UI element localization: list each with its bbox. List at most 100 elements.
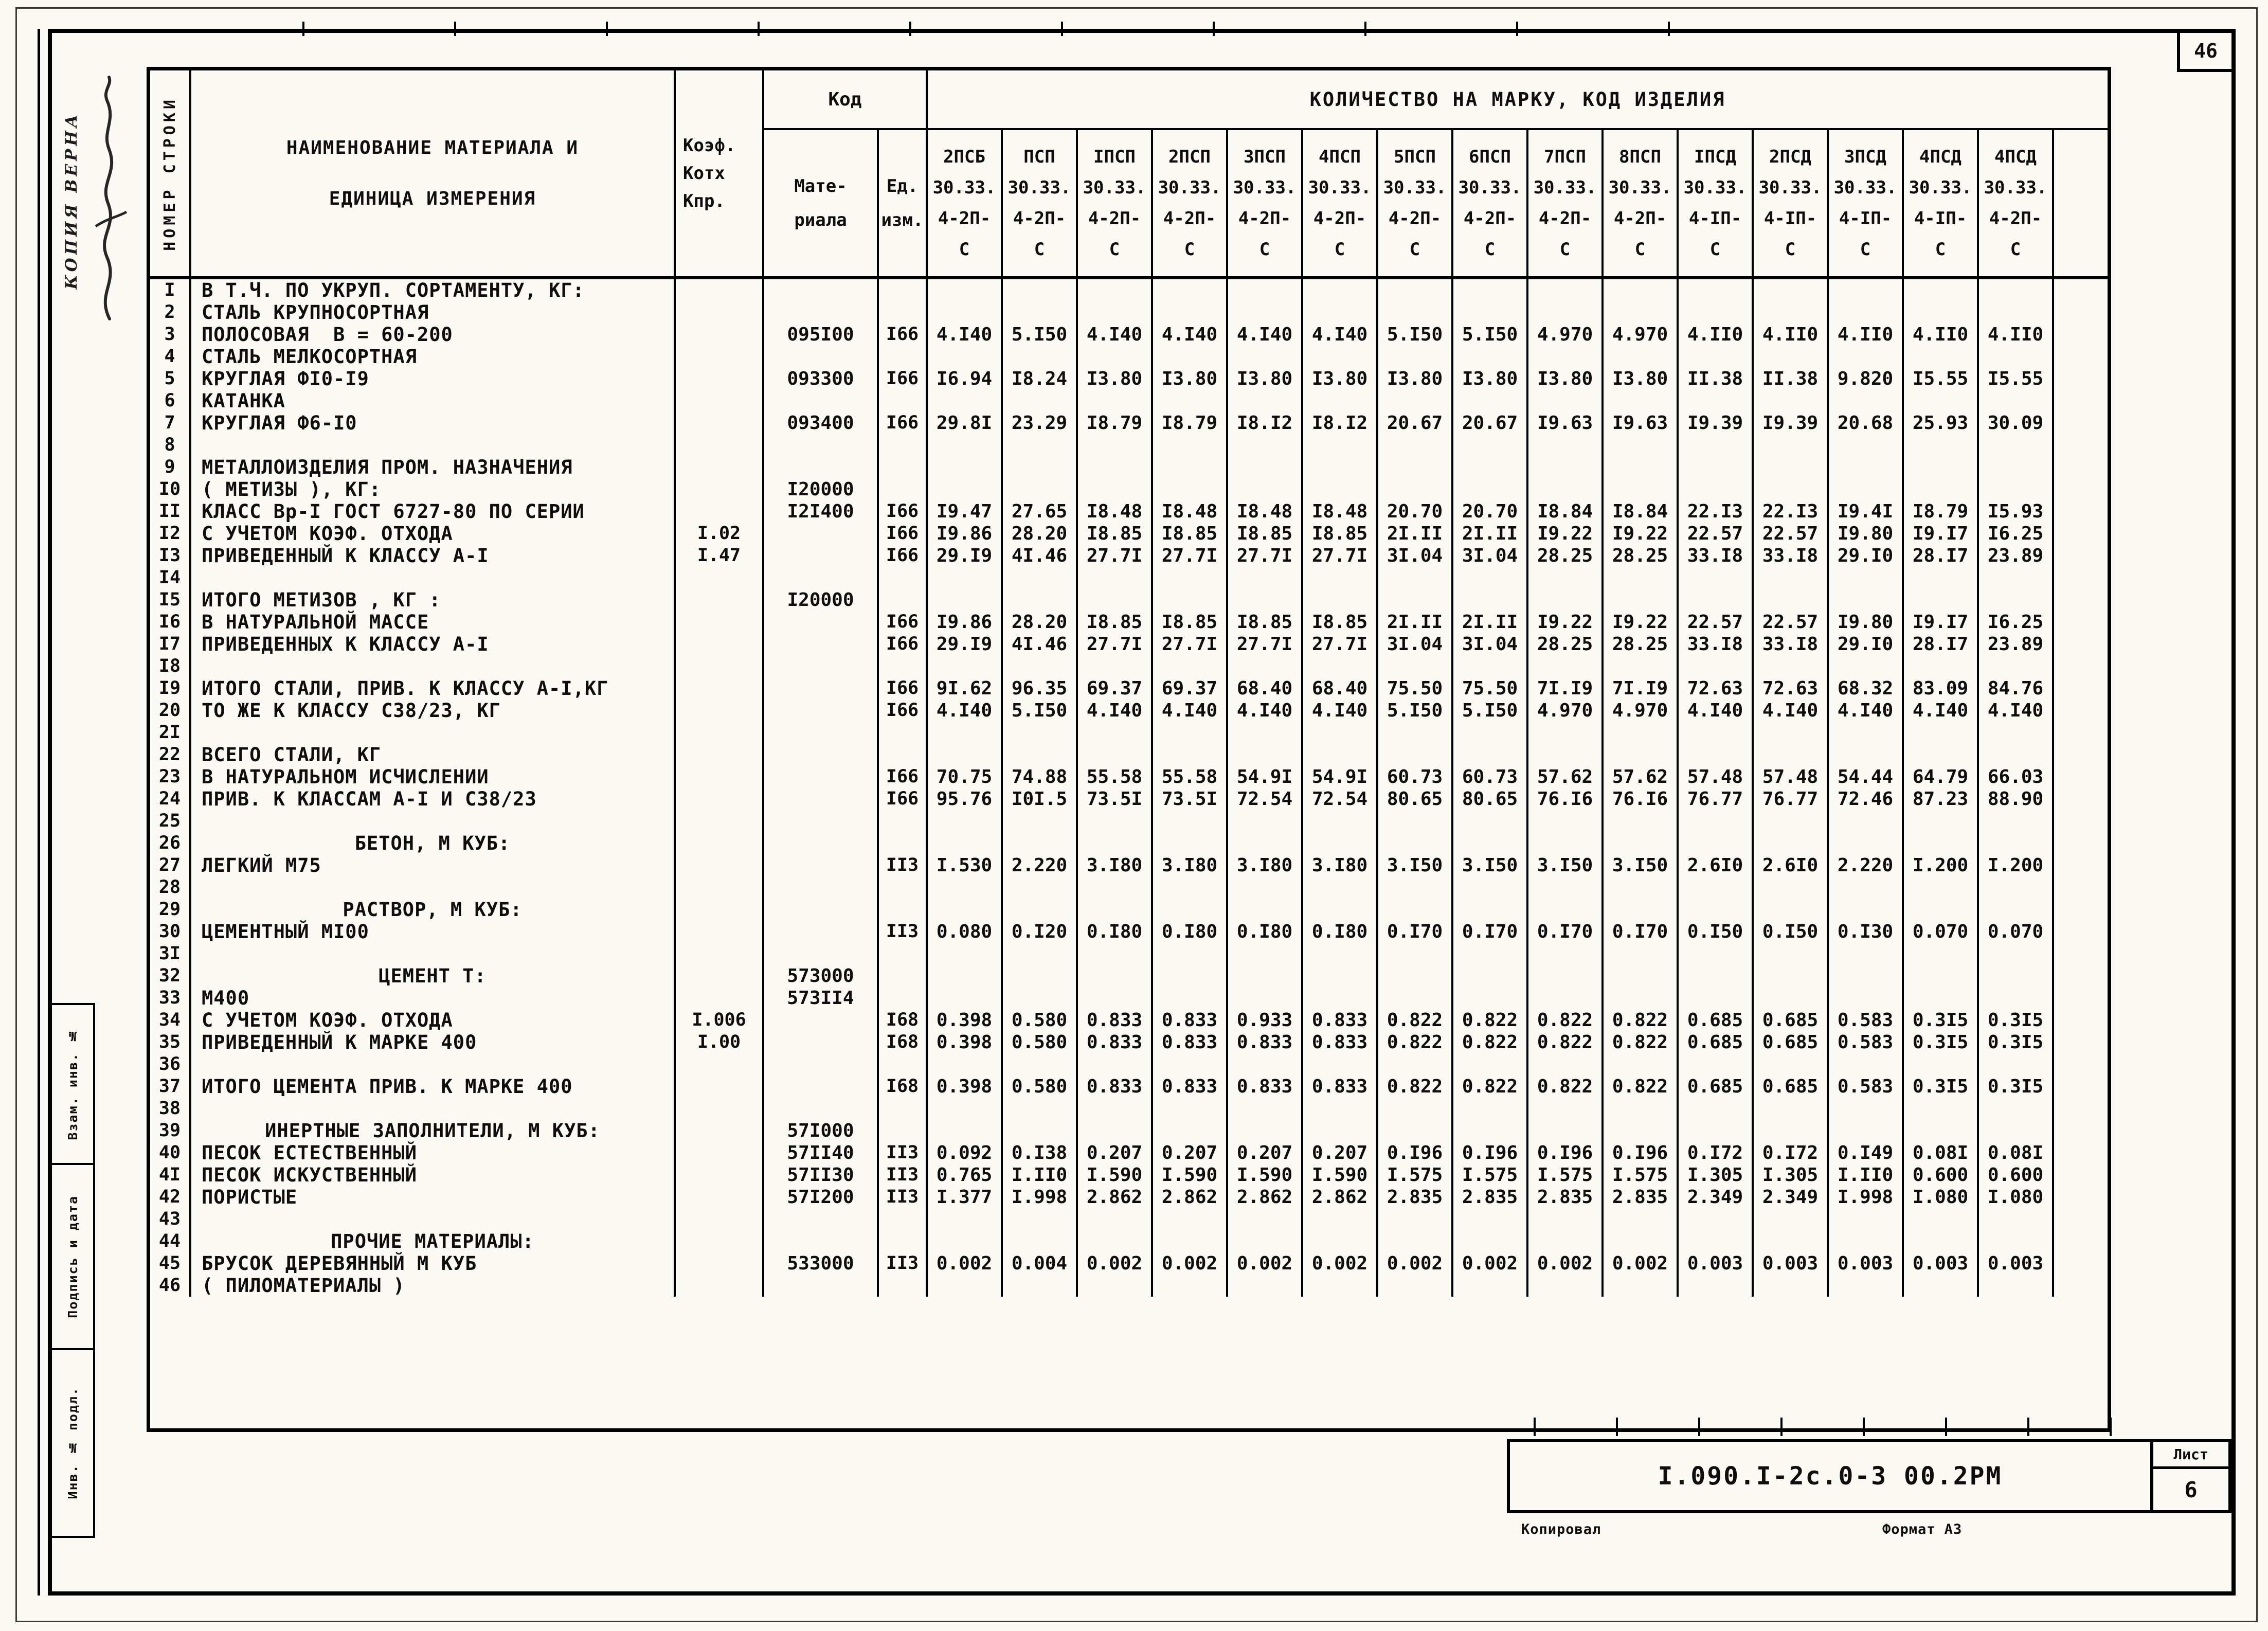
qty-value — [1977, 832, 2052, 854]
qty-value: I8.48 — [1226, 500, 1301, 523]
tail-empty-cell — [2052, 545, 2108, 567]
unit-value — [877, 655, 926, 677]
qty-value — [1601, 434, 1677, 456]
qty-value: I8.84 — [1526, 500, 1601, 523]
qty-value — [1076, 1098, 1151, 1120]
qty-value — [1076, 478, 1151, 500]
qty-value — [926, 390, 1001, 412]
material-name — [189, 1053, 674, 1076]
qty-value: 4I.46 — [1001, 633, 1076, 655]
unit-value — [877, 943, 926, 965]
margin-label: Подпись и дата — [65, 1195, 80, 1318]
table-row: 26 БЕТОН, М КУБ: — [150, 832, 2108, 854]
qty-value — [1677, 346, 1752, 368]
tail-empty-cell — [2052, 434, 2108, 456]
unit-value: I68 — [877, 1076, 926, 1098]
row-number: 37 — [158, 1076, 181, 1097]
tail-empty-cell — [2052, 677, 2108, 700]
material-name: В НАТУРАЛЬНОМ ИСЧИСЛЕНИИ — [189, 766, 674, 788]
table-row: 3 ПОЛОСОВАЯ В = 60-200 095I00 I66 4.I40 5.I50… — [150, 324, 2108, 346]
qty-value: 28.I7 — [1902, 545, 1977, 567]
qty-value: I9.4I — [1827, 500, 1902, 523]
qty-value — [1752, 899, 1827, 921]
header-mark-line: С — [1184, 239, 1195, 260]
qty-value — [1526, 876, 1601, 899]
qty-value: 5.I50 — [1001, 324, 1076, 346]
qty-value — [1752, 1275, 1827, 1297]
qty-value: 0.822 — [1451, 1009, 1526, 1031]
qty-value — [1977, 965, 2052, 987]
table-row: 4 СТАЛЬ МЕЛКОСОРТНАЯ — [150, 346, 2108, 368]
qty-value: 60.73 — [1451, 766, 1526, 788]
coef-value — [674, 368, 762, 390]
qty-value: I.II0 — [1827, 1164, 1902, 1186]
qty-value — [1677, 655, 1752, 677]
tail-empty-cell — [2052, 832, 2108, 854]
qty-value — [1977, 1053, 2052, 1076]
coef-value — [674, 500, 762, 523]
qty-value — [1001, 744, 1076, 766]
qty-value: 2.835 — [1451, 1186, 1526, 1208]
qty-value — [1076, 832, 1151, 854]
qty-value — [926, 1120, 1001, 1142]
table-row: I8 — [150, 655, 2108, 677]
qty-value: I.998 — [1827, 1186, 1902, 1208]
qty-value — [1301, 589, 1376, 611]
qty-value: I9.63 — [1526, 412, 1601, 434]
qty-value — [1451, 567, 1526, 589]
qty-value: 4.I40 — [1226, 324, 1301, 346]
material-code — [762, 1076, 877, 1098]
qty-value — [1451, 655, 1526, 677]
qty-value: 0.070 — [1902, 921, 1977, 943]
qty-value — [926, 722, 1001, 744]
unit-value — [877, 346, 926, 368]
unit-value — [877, 456, 926, 478]
tail-empty-cell — [2052, 921, 2108, 943]
qty-value — [1827, 744, 1902, 766]
qty-value: I8.79 — [1151, 412, 1226, 434]
qty-value — [1376, 390, 1451, 412]
row-number: 43 — [158, 1209, 181, 1229]
qty-value: 0.08I — [1902, 1142, 1977, 1164]
qty-value: 0.I20 — [1001, 921, 1076, 943]
header-mark-line: 4-2П- — [938, 208, 991, 229]
qty-value: 0.I70 — [1451, 921, 1526, 943]
qty-value — [1677, 301, 1752, 324]
table-row: 24 ПРИВ. К КЛАССАМ А-I И С38/23 I66 95.76 I0… — [150, 788, 2108, 810]
qty-value — [1226, 987, 1301, 1009]
qty-value — [1752, 965, 1827, 987]
qty-value: 4.I40 — [926, 324, 1001, 346]
signature-squiggle — [95, 76, 128, 320]
qty-value: 4.I40 — [1076, 324, 1151, 346]
header-mark-line: 6ПСП — [1469, 147, 1511, 167]
qty-value — [1451, 744, 1526, 766]
table-row: 38 — [150, 1098, 2108, 1120]
qty-value: I9.39 — [1752, 412, 1827, 434]
row-number: 5 — [164, 368, 175, 389]
unit-value — [877, 832, 926, 854]
qty-value — [1902, 1230, 1977, 1252]
title-block: I.090.I-2с.0-3 00.2РМ Лист 6 — [1507, 1439, 2231, 1513]
qty-value: I8.48 — [1151, 500, 1226, 523]
qty-value: 3I.04 — [1376, 545, 1451, 567]
registration-tick — [606, 22, 608, 36]
material-code — [762, 1009, 877, 1031]
qty-value: I8.79 — [1076, 412, 1151, 434]
qty-value — [1752, 943, 1827, 965]
coef-value — [674, 412, 762, 434]
unit-value — [877, 744, 926, 766]
header-mark-column: 8ПСП 30.33. 4-2П- С — [1601, 128, 1677, 276]
qty-value: 9I.62 — [926, 677, 1001, 700]
qty-value — [1076, 456, 1151, 478]
registration-tick — [1668, 22, 1670, 36]
table-row: 34 С УЧЕТОМ КОЭФ. ОТХОДА I.006 I68 0.398 0.58… — [150, 1009, 2108, 1031]
material-name: В Т.Ч. ПО УКРУП. СОРТАМЕНТУ, КГ: — [189, 279, 674, 301]
qty-value — [1076, 1275, 1151, 1297]
material-name: ПОЛОСОВАЯ В = 60-200 — [189, 324, 674, 346]
qty-value — [1376, 899, 1451, 921]
margin-label: Взам. инв. № — [65, 1028, 80, 1140]
material-name: М400 — [189, 987, 674, 1009]
material-name: СТАЛЬ КРУПНОСОРТНАЯ — [189, 301, 674, 324]
qty-value — [1451, 434, 1526, 456]
header-mark-line: 30.33. — [1683, 177, 1747, 198]
